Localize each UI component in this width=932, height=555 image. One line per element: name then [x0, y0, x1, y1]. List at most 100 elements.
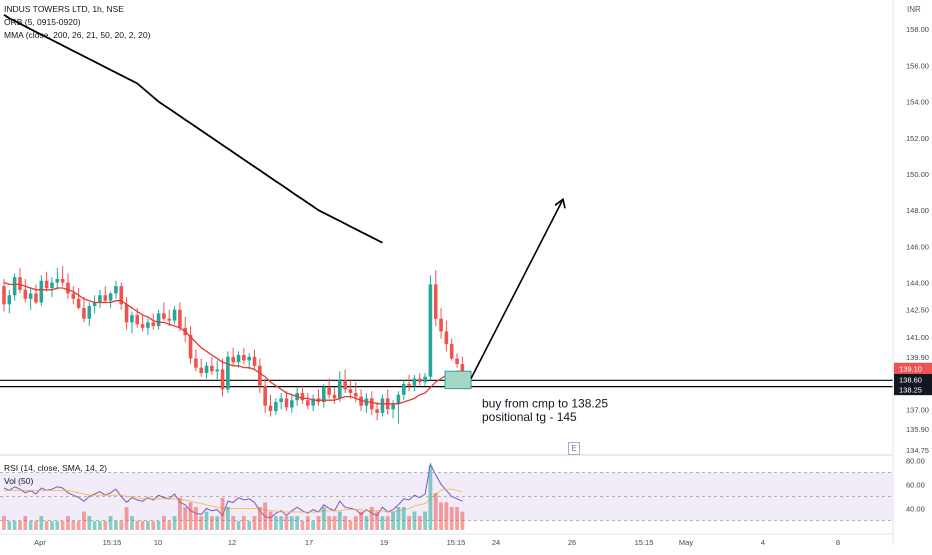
- candle-body: [242, 354, 246, 361]
- volume-bar: [321, 507, 326, 530]
- volume-bar: [439, 502, 443, 530]
- volume-bar: [220, 497, 225, 530]
- price-tick-label: 148.00: [906, 206, 929, 215]
- volume-bar: [231, 516, 236, 530]
- candle-body: [268, 405, 273, 412]
- mma-indicator-label[interactable]: MMA (close, 200, 26, 21, 50, 20, 2, 20): [4, 30, 151, 40]
- volume-bar: [396, 507, 401, 530]
- candle-body: [92, 302, 97, 307]
- volume-bar: [241, 516, 246, 530]
- volume-bar: [423, 511, 427, 530]
- candle-body: [215, 369, 219, 372]
- candle-body: [290, 400, 294, 408]
- volume-bar: [359, 511, 364, 530]
- volume-bar: [316, 516, 321, 530]
- candle-body: [343, 380, 347, 390]
- candle-body: [140, 324, 145, 328]
- time-tick-label: 15:15: [447, 538, 466, 547]
- volume-bar: [279, 516, 284, 530]
- volume-bar: [348, 520, 353, 530]
- volume-bar: [295, 516, 300, 530]
- volume-bar: [332, 516, 337, 530]
- volume-bar: [268, 511, 273, 530]
- candle-body: [322, 387, 326, 403]
- volume-bar: [2, 516, 6, 530]
- candle-body: [87, 306, 92, 319]
- volume-bar: [167, 520, 172, 530]
- volume-bar: [44, 520, 49, 530]
- volume-bar: [199, 516, 204, 530]
- volume-bar: [98, 520, 102, 530]
- price-label-text: 138.25: [899, 386, 922, 395]
- candle-body: [146, 322, 150, 328]
- volume-bar: [162, 516, 166, 530]
- rsi-tick-label: 80.00: [906, 456, 925, 465]
- volume-bar: [385, 516, 390, 530]
- volume-bar: [455, 507, 459, 530]
- volume-bar: [193, 507, 198, 530]
- candle-body: [401, 383, 406, 395]
- volume-bar: [273, 516, 278, 530]
- candle-body: [172, 309, 177, 321]
- candle-body: [162, 313, 166, 319]
- time-tick-label: 15:15: [635, 538, 654, 547]
- volume-bar: [417, 516, 422, 530]
- candle-body: [311, 398, 315, 406]
- price-label-text: 139.10: [899, 364, 922, 373]
- price-tick-label: 137.00: [906, 405, 929, 414]
- volume-bar: [28, 520, 33, 530]
- volume-bar: [87, 516, 92, 530]
- price-tick-label: 158.00: [906, 25, 929, 34]
- earnings-marker[interactable]: E: [568, 442, 580, 455]
- price-label-badge: [894, 362, 932, 374]
- candle-body: [300, 392, 305, 401]
- candle-body: [130, 315, 134, 323]
- volume-bar: [337, 511, 342, 530]
- volume-bar: [236, 520, 241, 530]
- candle-body: [71, 293, 76, 299]
- volume-indicator-label[interactable]: Vol (50): [4, 476, 34, 486]
- candle-body: [284, 398, 289, 408]
- volume-bar: [103, 520, 108, 530]
- volume-bar: [151, 520, 156, 530]
- price-tick-label: 146.00: [906, 242, 929, 251]
- orb-indicator-label[interactable]: ORB (5, 0915-0920): [4, 17, 81, 27]
- volume-bar: [60, 520, 65, 530]
- price-label-text: 138.60: [899, 375, 922, 384]
- volume-bar: [263, 502, 268, 530]
- price-tick-label: 152.00: [906, 134, 929, 143]
- volume-bar: [66, 516, 70, 530]
- rsi-tick-label: 40.00: [906, 504, 925, 513]
- rsi-tick-label: 60.00: [906, 480, 925, 489]
- candle-body: [34, 293, 38, 303]
- candle-body: [103, 295, 108, 301]
- candle-body: [119, 286, 124, 305]
- candle-body: [124, 304, 129, 323]
- volume-bar: [225, 507, 230, 530]
- time-tick-label: 15:15: [103, 538, 122, 547]
- volume-bar: [183, 507, 188, 530]
- ma-fast-line: [3, 281, 463, 405]
- candle-body: [231, 356, 235, 363]
- candle-body: [194, 358, 198, 368]
- volume-bar: [124, 507, 129, 530]
- ma-slow-line: [3, 13, 383, 244]
- rsi-indicator-label[interactable]: RSI (14, close, SMA, 14, 2): [4, 463, 107, 473]
- volume-bar: [215, 516, 220, 530]
- currency-label: INR: [907, 5, 921, 14]
- candle-body: [380, 398, 385, 413]
- candle-body: [108, 293, 113, 301]
- volume-bar: [177, 497, 182, 530]
- volume-bar: [156, 520, 161, 530]
- symbol-title[interactable]: INDUS TOWERS LTD, 1h, NSE: [4, 4, 124, 14]
- candle-body: [236, 354, 241, 363]
- volume-bar: [305, 516, 310, 530]
- volume-bar: [71, 520, 76, 530]
- volume-bar: [391, 511, 395, 530]
- candle-body: [428, 284, 433, 377]
- volume-bar: [140, 520, 145, 530]
- price-tick-label: 142.50: [906, 306, 929, 315]
- candle-body: [258, 365, 262, 386]
